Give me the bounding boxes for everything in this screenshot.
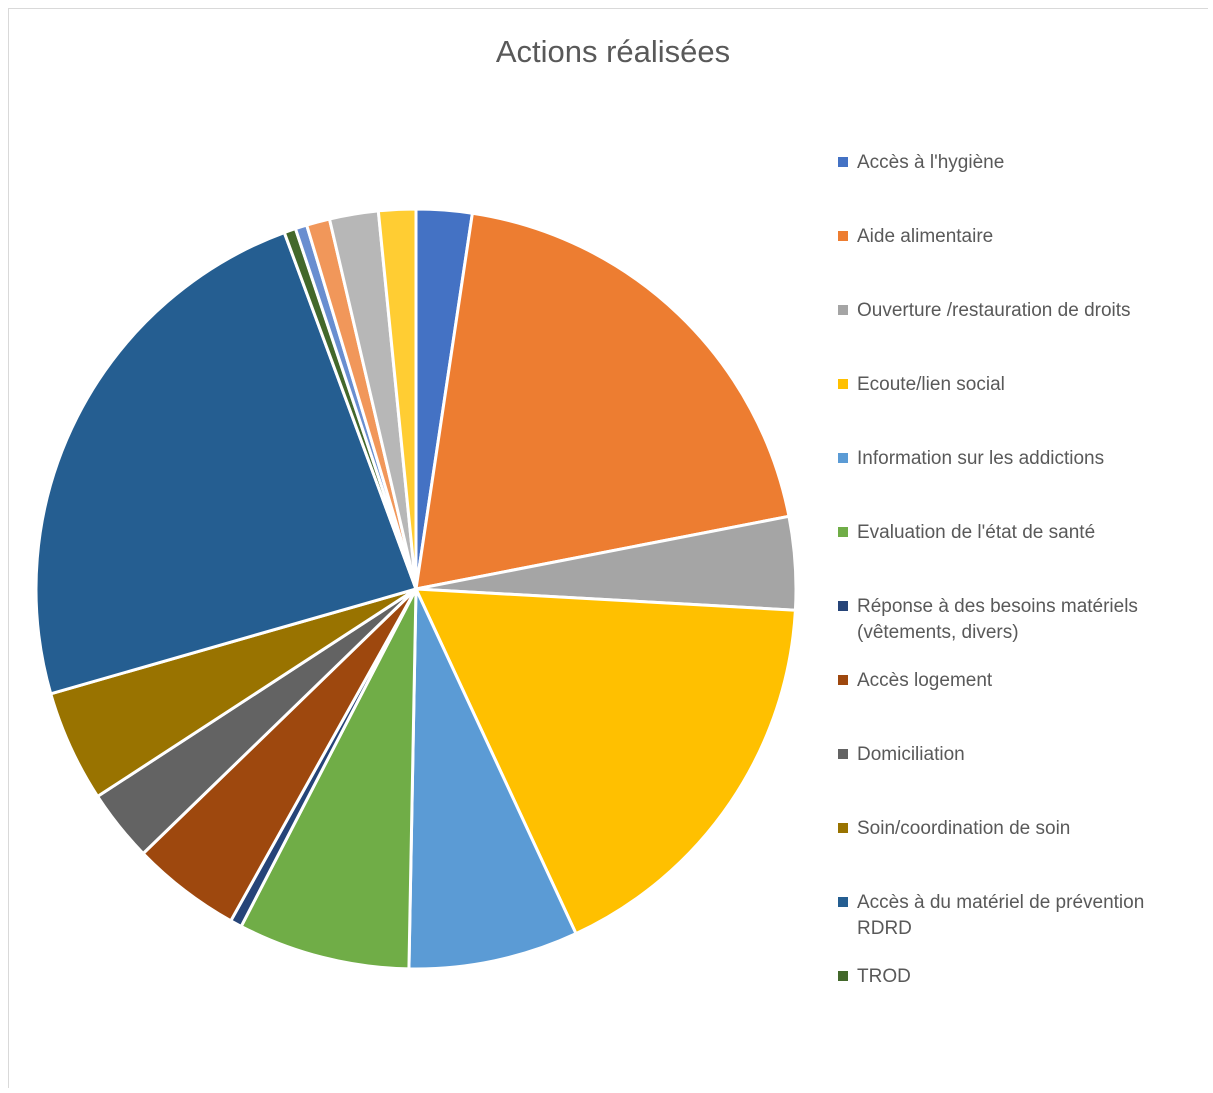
legend-swatch [838,749,848,759]
pie-slice-3 [414,587,797,936]
legend-swatch [838,971,848,981]
chart-title: Actions réalisées [495,34,731,69]
legend-label: Evaluation de l'état de santé [857,522,1096,543]
legend-swatch [838,379,848,389]
legend-item: Réponse à des besoins matériels (vêtemen… [838,594,1197,646]
legend-swatch [838,305,848,315]
legend-label: Accès à du matériel de prévention RDRD [857,892,1145,939]
legend-label: Aide alimentaire [857,226,994,247]
legend-label: TROD [857,966,911,987]
legend-swatch [838,157,848,167]
pie-slice-1 [414,211,791,591]
pie-slice-4 [407,587,578,971]
legend-item: Soin/coordination de soin [838,816,1197,842]
legend-item: Aide alimentaire [838,224,1197,250]
legend-swatch [838,453,848,463]
legend-label: Accès à l'hygiène [857,152,1005,173]
legend-item: Ecoute/lien social [838,372,1197,398]
legend-item: TROD [838,964,1197,990]
legend-label: Accès logement [857,670,993,691]
legend-label: Domiciliation [857,744,965,765]
legend-item: Information sur les addictions [838,446,1197,472]
legend-label: Ouverture /restauration de droits [857,300,1131,321]
legend-item: Evaluation de l'état de santé [838,520,1197,546]
pie-slice-10 [34,231,418,696]
legend-item: Accès à l'hygiène [838,150,1197,176]
legend-label: Information sur les addictions [857,448,1105,469]
legend-item: Domiciliation [838,742,1197,768]
legend-swatch [838,823,848,833]
legend-item: Accès logement [838,668,1197,694]
legend-label: Ecoute/lien social [857,374,1005,395]
legend-swatch [838,897,848,907]
legend-swatch [838,675,848,685]
legend-label: Réponse à des besoins matériels (vêtemen… [857,596,1138,643]
legend-swatch [838,601,848,611]
legend-swatch [838,231,848,241]
legend-item: Accès à du matériel de prévention RDRD [838,890,1197,942]
legend-swatch [838,527,848,537]
legend-item: Ouverture /restauration de droits [838,298,1197,324]
chart-frame [8,8,1208,1088]
pie-slice-15 [376,207,418,591]
legend-label: Soin/coordination de soin [857,818,1071,839]
pie-slice-5 [239,587,418,971]
